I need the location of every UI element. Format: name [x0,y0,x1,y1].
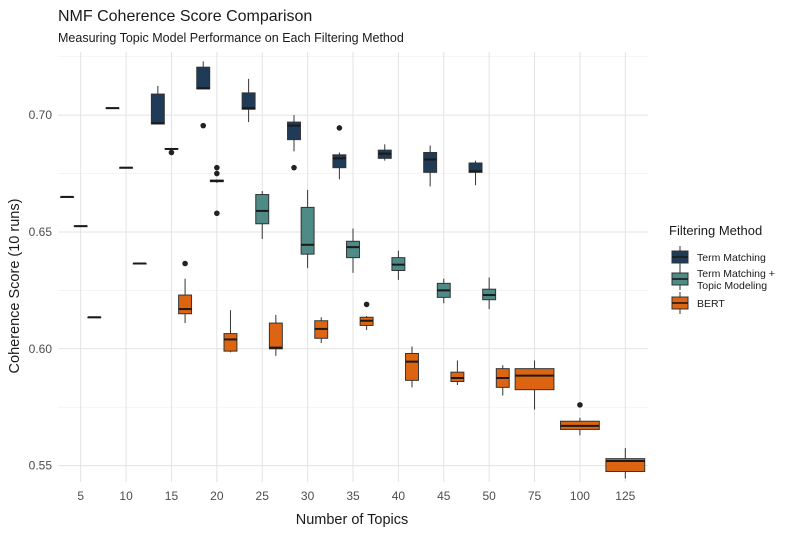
outlier-point [336,125,343,131]
x-tick-label: 10 [119,489,133,503]
box-1-50 [482,277,497,310]
x-tick-label: 25 [256,489,270,503]
legend-item-2: BERT [671,292,725,314]
box-2-35 [359,301,374,331]
box-body [300,206,315,255]
box-body [268,322,283,350]
outlier-point [214,210,220,217]
chart-title: NMF Coherence Score Comparison [58,8,312,25]
box-body [405,352,419,381]
box-0-30 [287,115,301,171]
box-body [332,154,347,169]
outlier-point [182,260,188,267]
box-2-75 [514,360,555,410]
box-2-125 [605,448,646,479]
box-body [196,66,211,90]
x-tick-label: 5 [77,489,84,503]
legend-item-0: Term Matching [671,246,766,268]
boxes [60,61,646,479]
x-tick-label: 40 [392,489,406,503]
box-1-45 [436,278,451,304]
box-1-30 [300,189,315,269]
x-tick-label: 15 [165,489,179,503]
box-2-25 [268,314,283,356]
box-0-5 [60,195,75,198]
outlier-point [200,122,207,129]
box-1-35 [346,228,360,273]
x-tick-label: 50 [482,489,496,503]
y-tick-label: 0.60 [29,342,53,356]
box-0-40 [377,144,392,161]
legend-item-1: Term Matching +Topic Modeling [671,268,775,292]
box-0-50 [468,160,483,186]
box-body [468,162,483,173]
legend-label: Term Matching + [697,268,775,280]
box-2-10 [132,262,147,265]
x-tick-label: 35 [346,489,360,503]
box-1-20 [209,164,224,217]
outlier-point [577,402,583,408]
box-2-45 [450,360,465,386]
x-axis-title: Number of Topics [296,512,409,528]
y-tick-label: 0.65 [29,225,53,239]
box-body [346,240,360,259]
box-0-10 [105,107,120,110]
y-tick-label: 0.70 [29,108,53,122]
x-tick-label: 75 [528,489,542,503]
box-2-15 [178,260,193,324]
chart-subtitle: Measuring Topic Model Performance on Eac… [58,31,404,45]
box-0-15 [150,85,165,125]
outlier-point [363,301,370,308]
box-0-25 [241,78,256,123]
box-1-15 [164,147,179,156]
box-0-45 [423,145,438,187]
y-tick-label: 0.55 [29,459,53,473]
legend-label: Term Matching [697,252,766,264]
legend-label: Topic Modeling [697,280,767,292]
box-1-10 [119,166,134,169]
box-0-20 [196,61,211,129]
box-body [150,93,165,125]
box-body [223,333,238,352]
box-1-5 [73,225,88,228]
x-tick-label: 30 [301,489,315,503]
box-2-30 [314,317,329,343]
legend-label: BERT [697,298,725,310]
box-2-100 [560,402,600,436]
outlier-point [168,149,175,156]
x-tick-label: 45 [437,489,451,503]
box-body [178,294,193,315]
legend-title: Filtering Method [669,223,762,238]
legend: Filtering Method Term Matching Term Match… [669,223,775,314]
box-body [241,92,256,110]
box-2-40 [405,346,419,388]
y-axis-ticks: 0.55 0.60 0.65 0.70 [29,108,53,473]
box-body [450,371,465,383]
box-1-25 [255,191,270,239]
box-body [423,151,438,173]
outlier-point [214,164,220,171]
x-tick-label: 100 [570,489,590,503]
box-body [514,368,555,391]
x-tick-label: 20 [210,489,224,503]
outlier-point [291,164,297,171]
outlier-point [214,170,220,177]
box-2-20 [223,310,238,353]
x-tick-label: 125 [615,489,635,503]
box-1-40 [391,250,406,280]
box-body [255,194,270,225]
y-axis-title: Coherence Score (10 runs) [7,199,23,374]
x-axis-ticks: 5 10 15 20 25 30 35 40 45 50 75 100 125 [77,489,635,503]
box-2-50 [495,365,510,396]
box-2-5 [87,316,102,319]
box-0-35 [332,125,347,180]
